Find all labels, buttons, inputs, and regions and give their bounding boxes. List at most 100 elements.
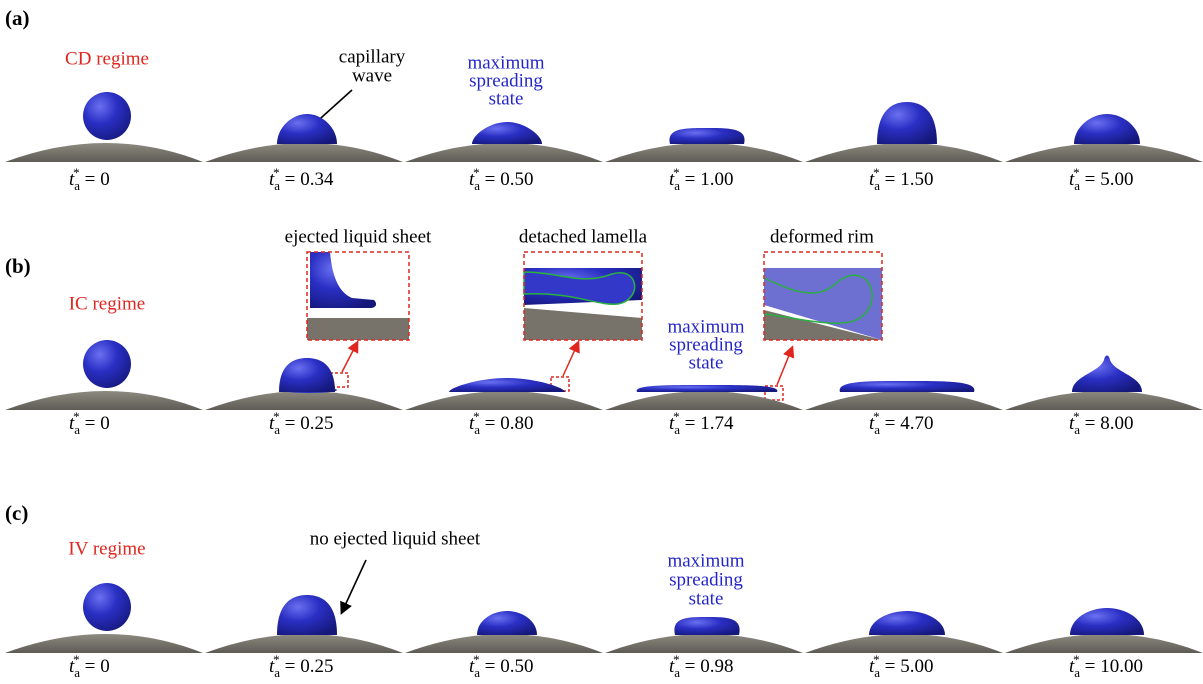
time-superscript: * — [73, 652, 80, 667]
time-relation: = — [85, 169, 96, 190]
annotation: capillary — [339, 46, 406, 67]
time-subscript: a — [474, 422, 480, 437]
frame: ta*=1.00 — [605, 128, 803, 193]
time-relation: = — [85, 656, 96, 677]
substrate — [205, 634, 403, 653]
regime-label: IC regime — [69, 293, 146, 314]
time-superscript: * — [673, 409, 680, 424]
substrate — [5, 391, 203, 410]
time-relation: = — [285, 656, 296, 677]
annotation: maximum — [667, 550, 744, 571]
inset — [524, 252, 642, 340]
annotation: detached lamella — [519, 226, 648, 247]
frame: ta*=0.34 — [205, 114, 403, 193]
substrate — [405, 634, 603, 653]
time-subscript: a — [74, 178, 80, 193]
time-subscript: a — [674, 178, 680, 193]
substrate — [5, 143, 203, 162]
time-label: ta*=0 — [69, 165, 110, 193]
time-relation: = — [85, 413, 96, 434]
time-subscript: a — [874, 178, 880, 193]
time-subscript: a — [474, 178, 480, 193]
time-label: ta*=0 — [69, 652, 110, 680]
time-value: 0.34 — [300, 169, 334, 190]
time-value: 0.80 — [500, 413, 533, 434]
time-subscript: a — [1074, 665, 1080, 680]
time-label: ta*=1.74 — [669, 409, 734, 437]
time-superscript: * — [873, 652, 880, 667]
frame: ta*=10.00 — [1005, 608, 1203, 680]
time-value: 0 — [100, 413, 110, 434]
time-label: ta*=1.00 — [669, 165, 734, 193]
time-value: 0.25 — [300, 656, 333, 677]
time-label: ta*=0.25 — [269, 652, 334, 680]
annotation: state — [689, 352, 724, 373]
regime-label: CD regime — [65, 48, 149, 69]
time-relation: = — [685, 169, 696, 190]
time-label: ta*=5.00 — [869, 652, 934, 680]
time-relation: = — [285, 413, 296, 434]
panel-label: (a) — [5, 6, 30, 30]
time-value: 1.50 — [900, 169, 933, 190]
regime-label: IV regime — [68, 538, 145, 559]
substrate — [205, 143, 403, 162]
panel-label: (b) — [5, 254, 31, 278]
inset — [764, 252, 882, 340]
time-superscript: * — [73, 409, 80, 424]
frame: ta*=0 — [5, 340, 203, 437]
time-superscript: * — [673, 165, 680, 180]
time-relation: = — [485, 656, 496, 677]
droplet — [674, 617, 739, 635]
time-value: 10.00 — [1100, 656, 1143, 677]
droplet — [1070, 608, 1144, 635]
time-subscript: a — [874, 422, 880, 437]
annotation: ejected liquid sheet — [285, 226, 432, 247]
time-label: ta*=0.50 — [469, 652, 534, 680]
substrate — [805, 391, 1003, 410]
time-label: ta*=1.50 — [869, 165, 934, 193]
droplet — [449, 378, 565, 392]
time-superscript: * — [1073, 652, 1080, 667]
droplet — [669, 128, 744, 144]
droplet — [279, 358, 335, 392]
time-superscript: * — [873, 409, 880, 424]
time-superscript: * — [873, 165, 880, 180]
frame: ta*=1.50 — [805, 102, 1003, 193]
substrate — [805, 634, 1003, 653]
time-superscript: * — [473, 165, 480, 180]
time-superscript: * — [273, 652, 280, 667]
arrow — [342, 560, 366, 612]
droplet — [83, 583, 131, 631]
panel-label: (c) — [5, 501, 28, 525]
annotation: deformed rim — [770, 226, 874, 247]
time-subscript: a — [674, 422, 680, 437]
droplet — [869, 611, 945, 635]
time-value: 5.00 — [900, 656, 933, 677]
time-superscript: * — [273, 165, 280, 180]
annotation: no ejected liquid sheet — [310, 528, 481, 549]
time-label: ta*=0.50 — [469, 165, 534, 193]
time-subscript: a — [274, 665, 280, 680]
substrate — [1005, 634, 1203, 653]
frame: ta*=0 — [5, 583, 203, 680]
substrate — [5, 634, 203, 653]
time-relation: = — [885, 656, 896, 677]
frame: ta*=0.50 — [405, 122, 603, 193]
time-relation: = — [885, 169, 896, 190]
time-subscript: a — [274, 422, 280, 437]
substrate — [205, 391, 403, 410]
substrate — [405, 143, 603, 162]
time-relation: = — [485, 413, 496, 434]
frame: ta*=1.74 — [605, 385, 803, 437]
substrate — [1005, 143, 1203, 162]
frame: ta*=8.00 — [1005, 356, 1203, 437]
time-relation: = — [685, 413, 696, 434]
time-label: ta*=0.98 — [669, 652, 734, 680]
time-value: 0.50 — [500, 169, 533, 190]
droplet — [477, 611, 537, 635]
time-relation: = — [1085, 656, 1096, 677]
time-relation: = — [685, 656, 696, 677]
annotation: wave — [352, 65, 392, 86]
time-value: 1.74 — [700, 413, 734, 434]
time-subscript: a — [1074, 178, 1080, 193]
